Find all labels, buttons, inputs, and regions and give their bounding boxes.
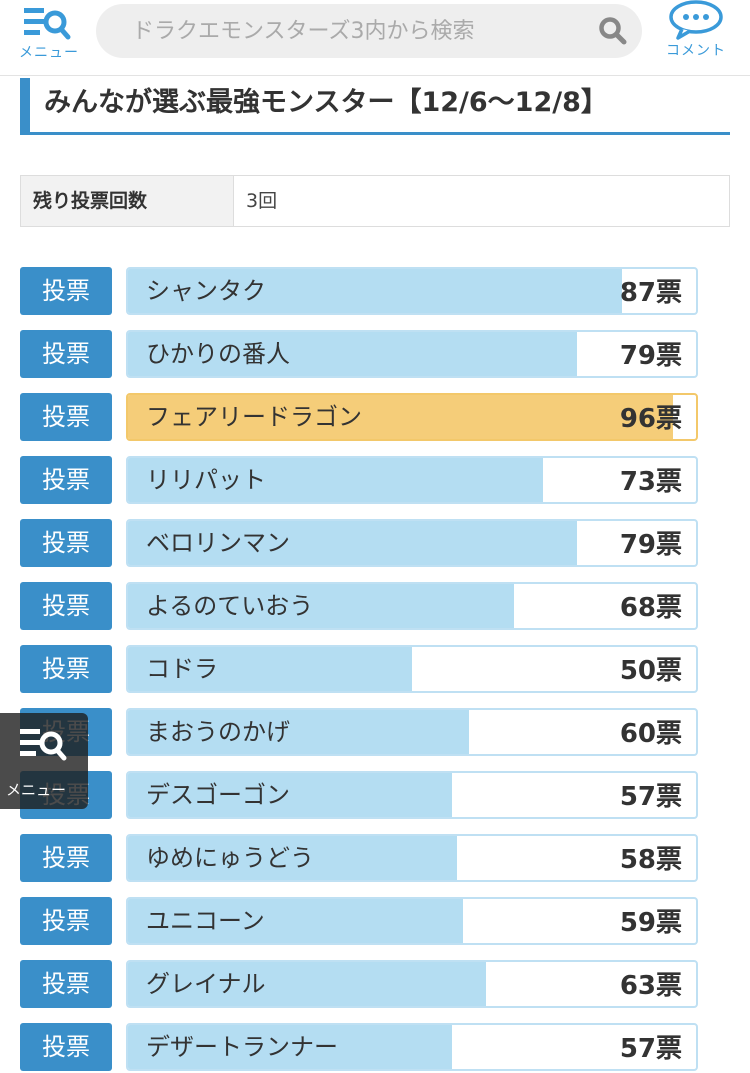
vote-row: 投票まおうのかげ60票 bbox=[20, 708, 700, 756]
monster-name: デザートランナー bbox=[146, 1033, 338, 1061]
monster-name: シャンタク bbox=[146, 277, 266, 305]
vote-count: 57票 bbox=[619, 782, 682, 812]
monster-name: デスゴーゴン bbox=[146, 781, 290, 809]
vote-bar: フェアリードラゴン 96票 bbox=[126, 393, 698, 441]
vote-count: 79票 bbox=[619, 341, 682, 371]
vote-row: 投票 デザートランナー 57票 bbox=[20, 1023, 700, 1071]
monster-name: リリパット bbox=[146, 466, 266, 494]
vote-bar-fill bbox=[128, 647, 412, 691]
vote-bar-fill bbox=[128, 710, 469, 754]
vote-button[interactable]: 投票 bbox=[20, 897, 112, 945]
monster-name: ゆめにゅうどう bbox=[146, 844, 314, 872]
vote-bar-fill bbox=[128, 395, 674, 439]
vote-bar: ゆめにゅうどう 58票 bbox=[126, 834, 698, 882]
vote-bar: デザートランナー 57票 bbox=[126, 1023, 698, 1071]
vote-bar: グレイナル 63票 bbox=[126, 960, 698, 1008]
vote-button[interactable]: 投票 bbox=[20, 1023, 112, 1071]
vote-bar-fill bbox=[128, 1025, 452, 1069]
menu-search-icon bbox=[24, 8, 71, 40]
vote-button[interactable]: 投票 bbox=[20, 330, 112, 378]
monster-name: フェアリードラゴン bbox=[146, 403, 362, 431]
vote-bar: よるのていおう 68票 bbox=[126, 582, 698, 630]
vote-row: 投票 フェアリードラゴン 96票 bbox=[20, 393, 700, 441]
vote-count: 57票 bbox=[619, 1034, 682, 1064]
vote-bar-fill bbox=[128, 773, 452, 817]
vote-row: 投票 ベロリンマン 79票 bbox=[20, 519, 700, 567]
remaining-votes-table: 残り投票回数 3回 bbox=[20, 175, 730, 227]
search-icon[interactable] bbox=[598, 16, 628, 46]
vote-button[interactable]: 投票 bbox=[20, 456, 112, 504]
vote-bar: コドラ 50票 bbox=[126, 645, 698, 693]
floating-menu-label: メニュー bbox=[6, 781, 67, 799]
floating-menu-button[interactable]: メニュー bbox=[0, 713, 88, 809]
header: メニュー コメント bbox=[0, 0, 750, 76]
vote-bar-fill bbox=[128, 962, 486, 1006]
vote-bar: リリパット 73票 bbox=[126, 456, 698, 504]
vote-bar-fill bbox=[128, 836, 458, 880]
menu-button[interactable]: メニュー bbox=[14, 4, 84, 64]
vote-count: 50票 bbox=[619, 656, 682, 686]
vote-count: 60票 bbox=[619, 719, 682, 749]
remaining-votes-value: 3回 bbox=[246, 190, 278, 212]
vote-bar: デスゴーゴン 57票 bbox=[126, 771, 698, 819]
vote-button[interactable]: 投票 bbox=[20, 519, 112, 567]
vote-bar-fill bbox=[128, 269, 623, 313]
monster-name: まおうのかげ bbox=[146, 718, 290, 746]
menu-search-icon bbox=[20, 729, 67, 761]
comment-label: コメント bbox=[666, 43, 726, 59]
vote-bar-fill bbox=[128, 899, 464, 943]
vote-row: 投票デスゴーゴン57票 bbox=[20, 771, 700, 819]
vote-count: 87票 bbox=[619, 278, 682, 308]
vote-row: 投票 グレイナル 63票 bbox=[20, 960, 700, 1008]
monster-name: コドラ bbox=[146, 655, 218, 683]
vote-row: 投票 ゆめにゅうどう 58票 bbox=[20, 834, 700, 882]
monster-name: ベロリンマン bbox=[146, 529, 290, 557]
vote-bar: ひかりの番人 79票 bbox=[126, 330, 698, 378]
vote-bar-fill bbox=[128, 521, 577, 565]
vote-bar-fill bbox=[128, 458, 543, 502]
comment-bubble-icon bbox=[669, 0, 723, 40]
vote-row: 投票 ひかりの番人 79票 bbox=[20, 330, 700, 378]
vote-bar: まおうのかげ 60票 bbox=[126, 708, 698, 756]
monster-name: グレイナル bbox=[146, 970, 266, 998]
vote-row: 投票 リリパット 73票 bbox=[20, 456, 700, 504]
vote-bar-fill bbox=[128, 584, 515, 628]
vote-count: 68票 bbox=[619, 593, 682, 623]
comment-button[interactable]: コメント bbox=[660, 0, 732, 64]
vote-button[interactable]: 投票 bbox=[20, 645, 112, 693]
monster-name: よるのていおう bbox=[146, 592, 314, 620]
vote-button[interactable]: 投票 bbox=[20, 960, 112, 1008]
vote-count: 63票 bbox=[619, 971, 682, 1001]
menu-label: メニュー bbox=[19, 45, 79, 61]
vote-row: 投票 シャンタク 87票 bbox=[20, 267, 700, 315]
vote-count: 59票 bbox=[619, 908, 682, 938]
vote-count: 58票 bbox=[619, 845, 682, 875]
monster-name: ユニコーン bbox=[146, 907, 265, 935]
vote-bar: ユニコーン 59票 bbox=[126, 897, 698, 945]
vote-bar-fill bbox=[128, 332, 577, 376]
vote-button[interactable]: 投票 bbox=[20, 393, 112, 441]
search-input[interactable] bbox=[132, 12, 572, 50]
remaining-votes-label: 残り投票回数 bbox=[21, 176, 234, 226]
vote-button[interactable]: 投票 bbox=[20, 582, 112, 630]
vote-button[interactable]: 投票 bbox=[20, 834, 112, 882]
vote-count: 79票 bbox=[619, 530, 682, 560]
vote-row: 投票 ユニコーン 59票 bbox=[20, 897, 700, 945]
monster-name: ひかりの番人 bbox=[146, 340, 290, 368]
vote-row: 投票 よるのていおう 68票 bbox=[20, 582, 700, 630]
vote-bar: シャンタク 87票 bbox=[126, 267, 698, 315]
search-bar bbox=[96, 4, 642, 58]
vote-row: 投票 コドラ 50票 bbox=[20, 645, 700, 693]
vote-bar: ベロリンマン 79票 bbox=[126, 519, 698, 567]
vote-count: 96票 bbox=[619, 404, 682, 434]
page-title: みんなが選ぶ最強モンスター【12/6〜12/8】 bbox=[20, 78, 730, 135]
vote-button[interactable]: 投票 bbox=[20, 267, 112, 315]
vote-count: 73票 bbox=[619, 467, 682, 497]
